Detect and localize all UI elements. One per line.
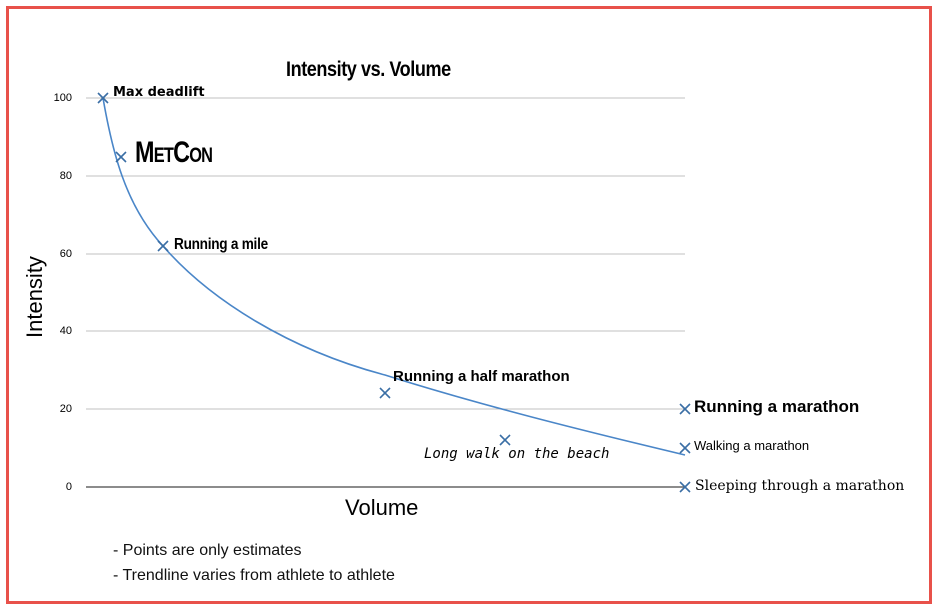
y-tick-0: 0 bbox=[65, 481, 72, 493]
trendline bbox=[102, 97, 686, 456]
label-long-walk: Long walk on the beach bbox=[424, 446, 610, 462]
gridlines bbox=[86, 97, 685, 488]
data-markers bbox=[97, 92, 691, 493]
label-half-marathon: Running a half marathon bbox=[393, 368, 570, 385]
label-sleeping-marathon: Sleeping through a marathon bbox=[695, 478, 905, 494]
marker-long-walk bbox=[499, 434, 511, 446]
footnote-estimates: - Points are only estimates bbox=[113, 542, 302, 559]
y-tick-20: 20 bbox=[59, 403, 72, 415]
marker-walking-marathon bbox=[679, 442, 691, 454]
y-tick-100: 100 bbox=[53, 92, 72, 104]
marker-metcon bbox=[115, 151, 127, 163]
footnote-trendline: - Trendline varies from athlete to athle… bbox=[113, 567, 395, 584]
label-walking-marathon: Walking a marathon bbox=[694, 438, 810, 453]
marker-running-marathon bbox=[679, 403, 691, 415]
marker-max-deadlift bbox=[97, 92, 109, 104]
footnotes: - Points are only estimates - Trendline … bbox=[113, 538, 395, 588]
chart-title: Intensity vs. Volume bbox=[286, 58, 451, 81]
marker-running-mile bbox=[157, 240, 169, 252]
y-tick-40: 40 bbox=[59, 325, 72, 337]
y-tick-80: 80 bbox=[59, 170, 72, 182]
x-axis-label: Volume bbox=[345, 495, 419, 520]
marker-half-marathon bbox=[379, 387, 391, 399]
label-running-marathon: Running a marathon bbox=[694, 397, 860, 416]
marker-sleeping-marathon bbox=[679, 481, 691, 493]
y-axis-label: Intensity bbox=[22, 256, 47, 338]
label-max-deadlift: Max deadlift bbox=[113, 85, 205, 100]
chart-frame bbox=[6, 6, 932, 604]
label-running-mile: Running a mile bbox=[174, 236, 268, 253]
label-metcon: MetCon bbox=[135, 136, 213, 169]
y-tick-60: 60 bbox=[59, 248, 72, 260]
